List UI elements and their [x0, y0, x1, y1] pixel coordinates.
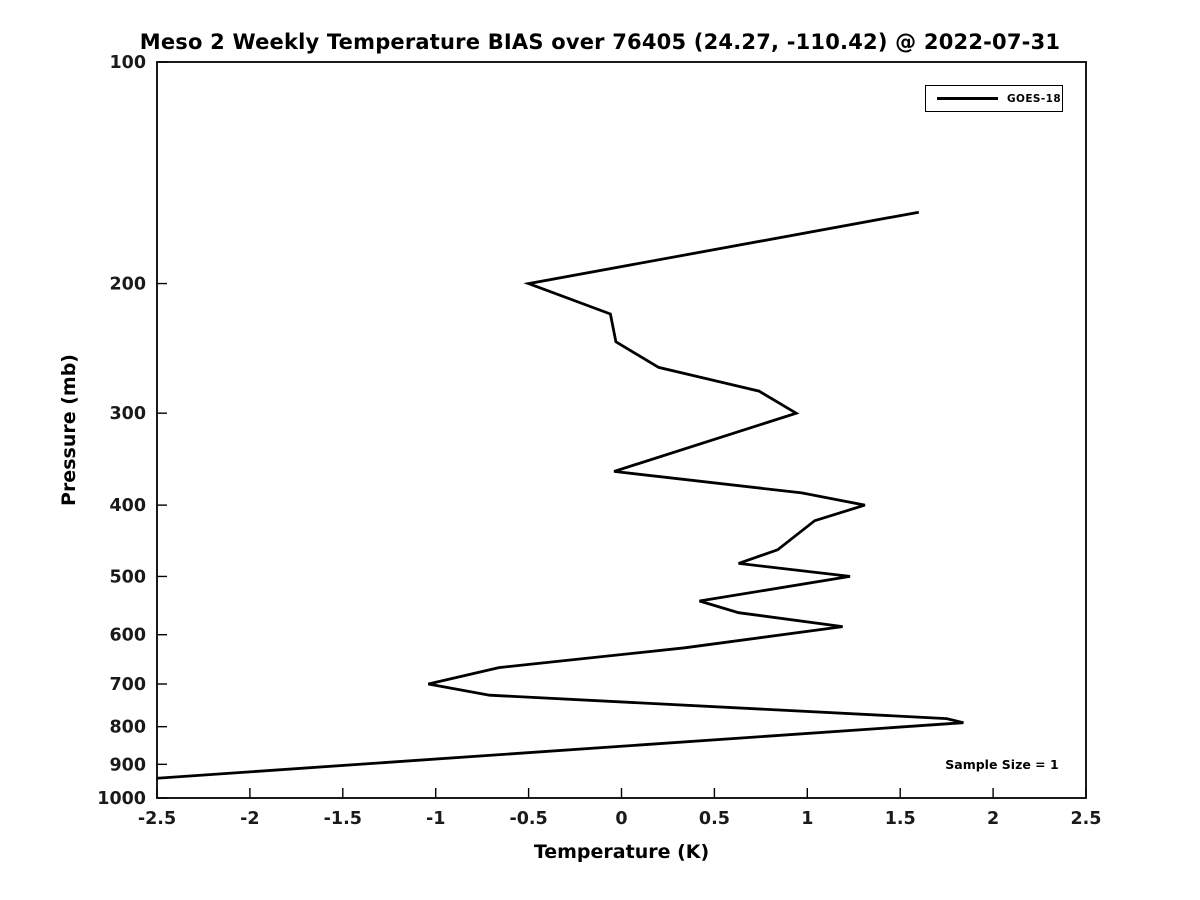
- y-tick-label: 100: [109, 53, 146, 73]
- y-tick-label: 700: [109, 675, 146, 695]
- series-line-goes-18: [157, 210, 964, 780]
- y-tick-label: 500: [109, 567, 146, 587]
- y-tick-label: 200: [109, 275, 146, 295]
- sample-size-annotation: Sample Size = 1: [945, 757, 1059, 772]
- x-tick-label: 1: [801, 809, 813, 829]
- x-tick-label: -2: [240, 809, 259, 829]
- x-tick-label: -1.5: [324, 809, 362, 829]
- x-tick-label: 2.5: [1070, 809, 1101, 829]
- y-tick-label: 800: [109, 718, 146, 738]
- y-tick-label: 300: [109, 404, 146, 424]
- x-tick-label: -0.5: [509, 809, 547, 829]
- y-tick-label: 400: [109, 496, 146, 516]
- x-tick-label: -2.5: [138, 809, 176, 829]
- x-tick-label: 1.5: [885, 809, 916, 829]
- legend: GOES-18: [925, 85, 1063, 112]
- x-tick-label: 0: [615, 809, 627, 829]
- x-tick-label: 0.5: [699, 809, 730, 829]
- y-tick-label: 900: [109, 755, 146, 775]
- y-tick-label: 600: [109, 626, 146, 646]
- x-axis-label: Temperature (K): [533, 841, 710, 863]
- axes-frame: [156, 61, 1087, 799]
- chart-title: Meso 2 Weekly Temperature BIAS over 7640…: [139, 30, 1061, 54]
- legend-entry-label: GOES-18: [1007, 92, 1062, 105]
- x-tick-label: 2: [987, 809, 999, 829]
- legend-line-sample-icon: [937, 97, 998, 100]
- y-tick-label: 1000: [97, 789, 146, 809]
- x-tick-label: -1: [426, 809, 445, 829]
